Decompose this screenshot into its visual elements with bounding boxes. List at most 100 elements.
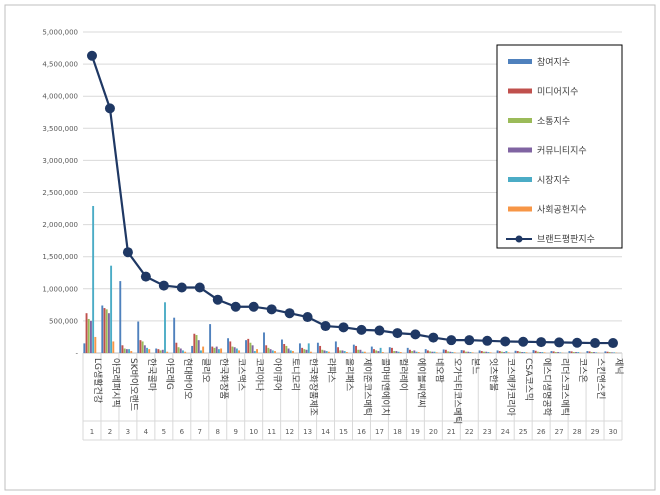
reputation-point-14 bbox=[320, 321, 331, 332]
bar-5-17 bbox=[379, 347, 382, 353]
bar-6-15 bbox=[345, 352, 348, 353]
bar-2-7 bbox=[193, 333, 196, 353]
bar-3-1 bbox=[87, 318, 90, 353]
bar-1-21 bbox=[442, 349, 445, 353]
bar-5-8 bbox=[217, 349, 220, 353]
reputation-point-27 bbox=[554, 337, 565, 348]
legend-swatch-6 bbox=[508, 206, 532, 212]
reputation-point-28 bbox=[572, 337, 583, 348]
rank-label: 12 bbox=[285, 428, 294, 436]
bar-1-23 bbox=[478, 350, 481, 353]
bar-3-9 bbox=[231, 346, 234, 353]
bar-5-25 bbox=[523, 352, 526, 353]
rank-label: 8 bbox=[216, 428, 220, 436]
bar-6-20 bbox=[435, 352, 438, 353]
legend-label-7: 브랜드평판지수 bbox=[537, 234, 595, 245]
reputation-point-21 bbox=[446, 335, 457, 346]
bar-5-14 bbox=[325, 351, 328, 353]
bar-2-10 bbox=[247, 338, 250, 353]
bar-3-21 bbox=[447, 351, 450, 353]
bar-6-24 bbox=[507, 352, 510, 353]
bar-4-14 bbox=[323, 350, 326, 353]
bar-5-19 bbox=[415, 351, 418, 353]
bar-2-26 bbox=[534, 350, 537, 353]
bar-4-1 bbox=[89, 320, 92, 353]
bar-6-9 bbox=[238, 350, 241, 353]
bar-1-18 bbox=[388, 347, 391, 353]
bar-4-16 bbox=[359, 349, 362, 353]
bar-3-16 bbox=[357, 349, 360, 353]
bar-4-18 bbox=[395, 351, 398, 353]
y-tick-label: 3,000,000 bbox=[42, 157, 78, 165]
bar-2-29 bbox=[588, 351, 591, 353]
bar-1-6 bbox=[173, 317, 176, 353]
rank-label: 26 bbox=[537, 428, 546, 436]
rank-label: 11 bbox=[267, 428, 276, 436]
legend-swatch-1 bbox=[508, 59, 532, 64]
category-label: 코스온 bbox=[577, 358, 588, 383]
bar-3-25 bbox=[518, 351, 521, 353]
bar-4-10 bbox=[251, 345, 254, 353]
bar-1-19 bbox=[406, 347, 409, 353]
rank-label: 22 bbox=[465, 428, 474, 436]
bar-2-16 bbox=[355, 345, 357, 353]
bar-6-6 bbox=[184, 351, 187, 353]
category-label: 리더스코스메틱 bbox=[559, 358, 571, 416]
legend-label-5: 시장지수 bbox=[537, 175, 570, 186]
category-label: 에이블씨엔씨 bbox=[415, 358, 426, 408]
reputation-point-22 bbox=[464, 335, 475, 346]
bar-6-10 bbox=[256, 349, 258, 353]
bar-3-13 bbox=[303, 349, 306, 353]
bar-4-8 bbox=[215, 346, 218, 353]
rank-label: 15 bbox=[339, 428, 348, 436]
bar-6-16 bbox=[363, 351, 366, 353]
bar-1-10 bbox=[245, 340, 247, 353]
bar-2-13 bbox=[301, 347, 304, 353]
rank-label: 24 bbox=[501, 428, 510, 436]
bar-5-20 bbox=[433, 351, 436, 353]
y-tick-label: 4,000,000 bbox=[42, 93, 78, 101]
bar-6-25 bbox=[525, 352, 528, 353]
reputation-point-24 bbox=[500, 336, 511, 347]
bar-1-22 bbox=[460, 350, 463, 353]
y-tick-label: 4,500,000 bbox=[42, 61, 78, 69]
bar-1-5 bbox=[155, 348, 158, 353]
bar-4-19 bbox=[413, 350, 416, 353]
reputation-point-18 bbox=[392, 328, 403, 339]
bar-2-6 bbox=[175, 342, 178, 353]
rank-label: 3 bbox=[126, 428, 130, 436]
category-label: 올리패스 bbox=[344, 358, 355, 391]
category-label: CSA코스믹 bbox=[523, 358, 535, 401]
bar-2-11 bbox=[265, 345, 268, 353]
bar-2-5 bbox=[157, 349, 160, 353]
category-label: 코스메카코리아 bbox=[505, 358, 516, 417]
bar-6-18 bbox=[399, 352, 402, 353]
rank-label: 6 bbox=[180, 428, 185, 436]
bar-2-22 bbox=[462, 350, 465, 353]
bar-5-24 bbox=[505, 351, 508, 353]
bar-4-26 bbox=[539, 352, 542, 353]
reputation-point-3 bbox=[122, 247, 133, 258]
category-label: 현대바이오 bbox=[182, 358, 193, 399]
bar-3-8 bbox=[213, 347, 216, 353]
bar-6-1 bbox=[94, 336, 97, 353]
bar-1-26 bbox=[532, 350, 535, 353]
category-label: 아모레퍼시픽 bbox=[110, 358, 121, 408]
rank-label: 21 bbox=[447, 428, 456, 436]
bar-2-9 bbox=[229, 341, 232, 353]
bar-4-6 bbox=[179, 348, 182, 353]
legend-label-1: 참여지수 bbox=[537, 56, 570, 68]
reputation-point-12 bbox=[284, 308, 295, 319]
bars bbox=[83, 205, 618, 353]
y-tick-label: 1,000,000 bbox=[42, 285, 78, 293]
bar-1-16 bbox=[352, 344, 355, 353]
category-label: 오가닉티코스메틱 bbox=[451, 358, 463, 424]
bar-4-5 bbox=[161, 349, 164, 353]
bar-3-18 bbox=[393, 351, 396, 353]
bar-5-30 bbox=[613, 352, 616, 353]
reputation-point-17 bbox=[374, 325, 385, 336]
category-label: 클리오 bbox=[200, 358, 211, 383]
bar-4-28 bbox=[575, 352, 577, 353]
bar-5-7 bbox=[199, 350, 202, 353]
reputation-point-16 bbox=[356, 324, 367, 335]
